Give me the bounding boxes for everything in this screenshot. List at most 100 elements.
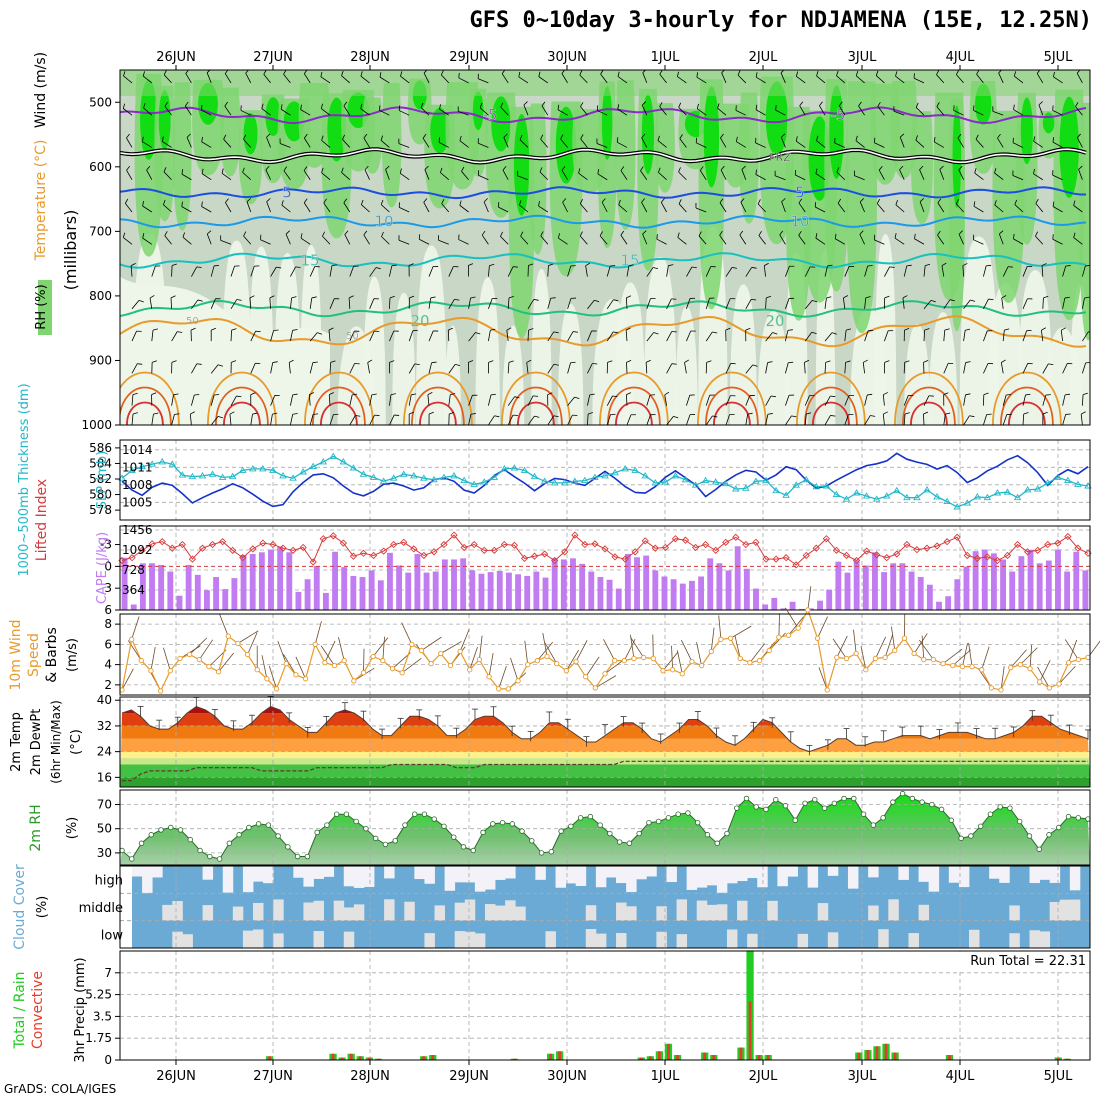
temp-tick-label: 40 <box>97 693 112 707</box>
wind-barb-flag <box>859 198 865 203</box>
wind-barb <box>507 396 515 406</box>
cloud-clear-cell <box>1039 931 1051 948</box>
wind-barb <box>309 266 316 277</box>
wind-barb-flag <box>585 262 591 267</box>
rh2m-point <box>548 848 555 855</box>
wind10m-point <box>727 635 734 641</box>
thickness-point <box>903 493 911 501</box>
wind-barb <box>745 395 751 406</box>
wind-barb <box>230 330 233 342</box>
wind-barb-flag <box>751 298 757 301</box>
wind-barb-flag <box>553 363 559 366</box>
wind-barb <box>488 330 491 342</box>
wind-barb-flag <box>659 102 663 107</box>
wind-barb <box>745 299 752 310</box>
cape-bar <box>725 570 732 610</box>
rh2m-point <box>607 830 613 837</box>
rh2m-point <box>314 829 320 836</box>
wind-barb-flag <box>236 395 242 398</box>
wind-barb <box>804 266 811 277</box>
li-point <box>1013 540 1022 549</box>
wind-barb <box>250 331 256 342</box>
wind10m-point <box>129 636 135 642</box>
rh2m-point <box>343 811 350 817</box>
top-date-label: 28JUN <box>350 50 390 65</box>
wind-barb <box>804 332 813 342</box>
wind-barb <box>1082 394 1084 406</box>
cape-bar <box>542 577 549 610</box>
cape-bar <box>990 553 997 610</box>
cloud-clear-cell <box>817 903 829 921</box>
wind-barb-flag <box>752 364 758 367</box>
wind-barb-flag <box>600 70 604 75</box>
wind-barb <box>420 107 430 116</box>
wind10m-barb <box>338 637 345 661</box>
pressure-tick-label: 600 <box>89 160 112 174</box>
cloud-clear-cell <box>626 906 637 921</box>
li-point <box>1023 548 1032 556</box>
wind-barb <box>994 172 1004 181</box>
wind-barb-flag <box>970 299 976 302</box>
bottom-date-label: 29JUN <box>449 1069 489 1084</box>
cloud-clear-cell <box>868 905 879 921</box>
wind-barb <box>824 395 831 406</box>
wind-barb-flag <box>523 101 528 106</box>
wind-barb <box>329 265 333 277</box>
wind-barb <box>895 204 905 213</box>
cape-bar <box>807 608 814 610</box>
wind10m-point <box>283 660 289 667</box>
wind-barb <box>844 414 849 425</box>
wind-barb <box>341 172 351 181</box>
wind-barb <box>142 75 153 84</box>
rh2m-point <box>773 796 779 803</box>
wind-barb <box>1073 205 1083 213</box>
wind-barb-flag <box>550 297 556 299</box>
cape-bar <box>890 563 897 610</box>
li-point <box>329 532 337 540</box>
rh-low-region <box>120 276 330 425</box>
cape-bar <box>872 552 878 610</box>
wind-barb <box>309 414 314 425</box>
rh2m-point <box>958 835 964 842</box>
cape-bar <box>176 595 183 610</box>
li-point <box>520 554 529 563</box>
wind-barb-flag <box>616 137 619 143</box>
wind-barb <box>369 298 375 309</box>
wind-barb-flag <box>836 70 839 76</box>
wind10m-point <box>148 668 154 674</box>
wind-barb <box>1082 362 1086 374</box>
wind-barb-flag <box>626 359 632 363</box>
wind10m-barb <box>189 637 208 655</box>
thickness-point <box>420 474 428 481</box>
wind-barb <box>270 395 276 406</box>
rh-saturated-core <box>765 81 788 156</box>
wind-barb-flag <box>863 359 868 363</box>
precip-convective-bar <box>377 1058 380 1060</box>
rh-low-column <box>987 283 1024 425</box>
wind-barb <box>660 202 667 213</box>
li-point <box>379 547 388 555</box>
rh2m-point <box>987 811 994 817</box>
wind-barb <box>303 137 311 148</box>
cloud-clear-cell <box>414 866 425 880</box>
wind-barb <box>507 297 510 309</box>
rh2m-point <box>392 838 398 844</box>
thickness-point <box>993 489 1002 496</box>
li-point <box>792 561 800 569</box>
wind-barb-flag <box>834 233 837 239</box>
wind10m-point <box>718 636 724 642</box>
wind-barb-flag <box>691 266 697 269</box>
wind-barb <box>837 203 846 213</box>
cloud-clear-cell <box>253 929 264 948</box>
wind10m-point <box>843 655 850 662</box>
wind-barb-flag <box>440 167 443 173</box>
wind-barb-flag <box>500 231 503 237</box>
wind-barb <box>1002 394 1007 406</box>
run-total-box <box>945 952 1089 969</box>
wind-barb-flag <box>956 70 960 75</box>
wind-barb-flag <box>1013 104 1015 110</box>
wind-barb <box>541 105 549 116</box>
wind-barb-flag <box>355 415 361 417</box>
li-point <box>208 540 217 549</box>
thickness-point <box>329 452 338 459</box>
